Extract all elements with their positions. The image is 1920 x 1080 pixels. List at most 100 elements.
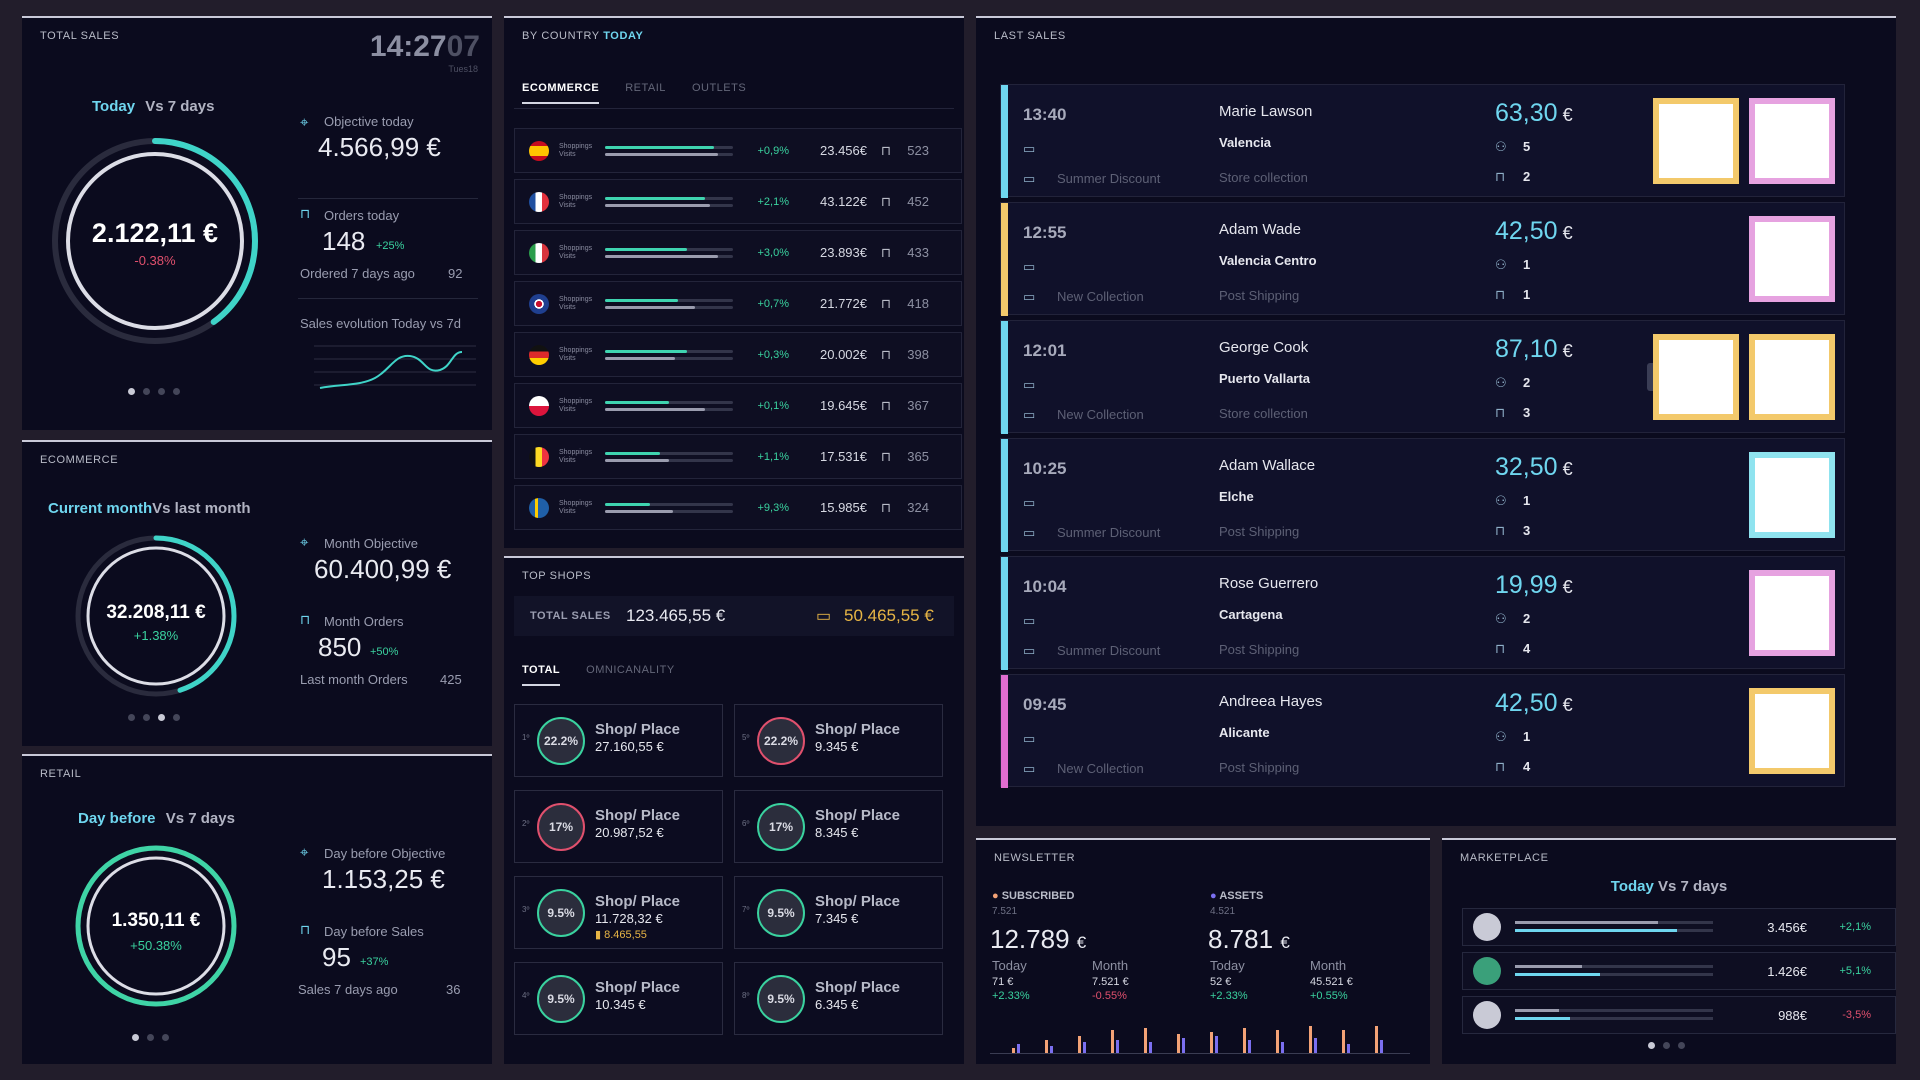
bar-track — [1515, 1009, 1713, 1012]
product-thumbnail[interactable] — [1749, 688, 1835, 774]
marketplace-row[interactable]: 988€ -3,5% — [1462, 996, 1896, 1034]
bag-icon: ⊓ — [1495, 523, 1506, 538]
sale-price: 42,50 € — [1495, 689, 1573, 718]
product-thumbnail[interactable] — [1653, 334, 1739, 420]
laptop-icon: ▭ — [1023, 289, 1036, 304]
product-thumbnail[interactable] — [1749, 98, 1835, 184]
assets-bar — [1083, 1042, 1086, 1054]
price-currency: € — [1557, 341, 1573, 361]
marketplace-change: -3,5% — [1842, 1009, 1871, 1021]
tab-vs-7-days[interactable]: Vs 7 days — [165, 810, 235, 827]
shop-value: 27.160,55 € — [595, 739, 664, 754]
assets-label: ● ASSETS — [1210, 890, 1264, 902]
sale-shipping: Post Shipping — [1219, 288, 1300, 303]
shop-online-value: ▮ 8.465,55 — [595, 929, 647, 941]
sale-city: Valencia Centro — [1219, 253, 1317, 268]
product-thumbnail[interactable] — [1653, 98, 1739, 184]
shop-card[interactable]: 4º 9.5% Shop/ Place 10.345 € — [514, 962, 723, 1035]
tab-outlets[interactable]: OUTLETS — [691, 82, 747, 94]
bag-icon: ⊓ — [300, 206, 311, 221]
pagination-dots[interactable] — [132, 1034, 169, 1041]
shop-card[interactable]: 6º 17% Shop/ Place 8.345 € — [734, 790, 943, 863]
current-bar — [1515, 921, 1658, 924]
shop-rank: 4º — [522, 991, 530, 1000]
stat-value: 71 € — [992, 976, 1014, 988]
orders-change: +50% — [370, 646, 399, 658]
product-thumbnail[interactable] — [1749, 216, 1835, 302]
country-row[interactable]: Shoppings Visits +0,3% 20.002€ ⊓ 398 — [514, 332, 962, 377]
tab-day-before[interactable]: Day before — [78, 810, 156, 827]
shop-card[interactable]: 5º 22.2% Shop/ Place 9.345 € — [734, 704, 943, 777]
country-change: +0,9% — [757, 144, 790, 157]
tab-omnicanality[interactable]: OMNICANALITY — [586, 664, 675, 676]
pagination-dots[interactable] — [128, 388, 180, 395]
country-row[interactable]: Shoppings Visits +2,1% 43.122€ ⊓ 452 — [514, 179, 962, 224]
visits-bar — [605, 356, 676, 360]
tab-retail[interactable]: RETAIL — [625, 82, 666, 94]
sale-card[interactable]: 13:40 ▭ ▭ Marie Lawson Valencia Summer Discou… — [1000, 84, 1845, 198]
pagination-dots[interactable] — [128, 714, 180, 721]
retail-change: +50.38% — [130, 938, 182, 953]
tab-ecommerce[interactable]: ECOMMERCE — [522, 82, 600, 104]
orders-change: +25% — [376, 240, 405, 252]
country-row[interactable]: Shoppings Visits +0,9% 23.456€ ⊓ 523 — [514, 128, 962, 173]
product-thumbnail[interactable] — [1749, 334, 1835, 420]
tab-total[interactable]: TOTAL — [522, 664, 561, 686]
sale-card[interactable]: 10:04 ▭ ▭ Rose Guerrero Cartagena Summer Disc… — [1000, 556, 1845, 670]
assets-bar — [1248, 1040, 1251, 1054]
country-change: +1,1% — [757, 450, 790, 463]
bag-icon: ⊓ — [1495, 287, 1506, 302]
items-count: 1 — [1523, 493, 1531, 508]
shop-card[interactable]: 1º 22.2% Shop/ Place 27.160,55 € — [514, 704, 723, 777]
country-amount: 23.456€ — [820, 143, 867, 158]
comparison-bars — [605, 399, 733, 413]
shop-card[interactable]: 2º 17% Shop/ Place 20.987,52 € — [514, 790, 723, 863]
tab-today[interactable]: Today — [92, 98, 136, 115]
country-row[interactable]: Shoppings Visits +0,7% 21.772€ ⊓ 418 — [514, 281, 962, 326]
sale-card[interactable]: 12:01 ▭ ▭ George Cook Puerto Vallarta New Col… — [1000, 320, 1845, 434]
shop-name: Shop/ Place — [815, 893, 901, 910]
prev-value: 425 — [440, 672, 462, 687]
row-label: Shoppings Visits — [559, 245, 605, 261]
pagination-dots[interactable] — [1648, 1042, 1685, 1049]
assets-bar — [1281, 1042, 1284, 1054]
sale-card[interactable]: 09:45 ▭ ▭ Andreea Hayes Alicante New Collecti… — [1000, 674, 1845, 788]
country-row[interactable]: Shoppings Visits +3,0% 23.893€ ⊓ 433 — [514, 230, 962, 275]
marketplace-row[interactable]: 3.456€ +2,1% — [1462, 908, 1896, 946]
prev-label: Last month Orders — [300, 672, 408, 687]
price-value: 87,10 — [1495, 335, 1558, 363]
tab-vs-7-days[interactable]: Vs 7 days — [145, 98, 215, 115]
assets-bar — [1380, 1040, 1383, 1054]
country-row[interactable]: Shoppings Visits +9,3% 15.985€ ⊓ 324 — [514, 485, 962, 530]
orders-value: 850 — [318, 632, 362, 662]
visits-bar — [605, 509, 673, 513]
title-accent: TODAY — [603, 30, 644, 42]
product-thumbnail[interactable] — [1749, 452, 1835, 538]
shop-card[interactable]: 8º 9.5% Shop/ Place 6.345 € — [734, 962, 943, 1035]
sale-shipping: Store collection — [1219, 406, 1308, 421]
sale-card[interactable]: 10:25 ▭ ▭ Adam Wallace Elche Summer Discount P… — [1000, 438, 1845, 552]
assets-bar — [1347, 1044, 1350, 1054]
clock-time: 14:27 — [369, 30, 447, 63]
objective-label: Objective today — [324, 114, 414, 129]
price-currency: € — [1557, 223, 1573, 243]
tab-vs-last-month[interactable]: Vs last month — [152, 500, 251, 517]
tab-vs-7-days[interactable]: Vs 7 days — [1658, 878, 1728, 895]
sale-status-bar — [1001, 203, 1008, 316]
marketplace-icon — [1473, 957, 1501, 985]
visits-bar — [605, 254, 718, 258]
sale-card[interactable]: 12:55 ▭ ▭ Adam Wade Valencia Centro New Colle… — [1000, 202, 1845, 316]
shop-card[interactable]: 3º 9.5% Shop/ Place 11.728,32 € ▮ 8.465,55 — [514, 876, 723, 949]
tab-current-month[interactable]: Current month — [48, 500, 153, 517]
tab-today[interactable]: Today — [1610, 878, 1654, 895]
previous-bar — [1515, 929, 1678, 932]
assets-bar — [1050, 1046, 1053, 1054]
country-row[interactable]: Shoppings Visits +1,1% 17.531€ ⊓ 365 — [514, 434, 962, 479]
bar-track — [605, 451, 733, 455]
assets-bar — [1017, 1044, 1020, 1054]
country-row[interactable]: Shoppings Visits +0,1% 19.645€ ⊓ 367 — [514, 383, 962, 428]
shop-card[interactable]: 7º 9.5% Shop/ Place 7.345 € — [734, 876, 943, 949]
marketplace-row[interactable]: 1.426€ +5,1% — [1462, 952, 1896, 990]
product-thumbnail[interactable] — [1749, 570, 1835, 656]
marketplace-value: 988€ — [1778, 1007, 1807, 1023]
